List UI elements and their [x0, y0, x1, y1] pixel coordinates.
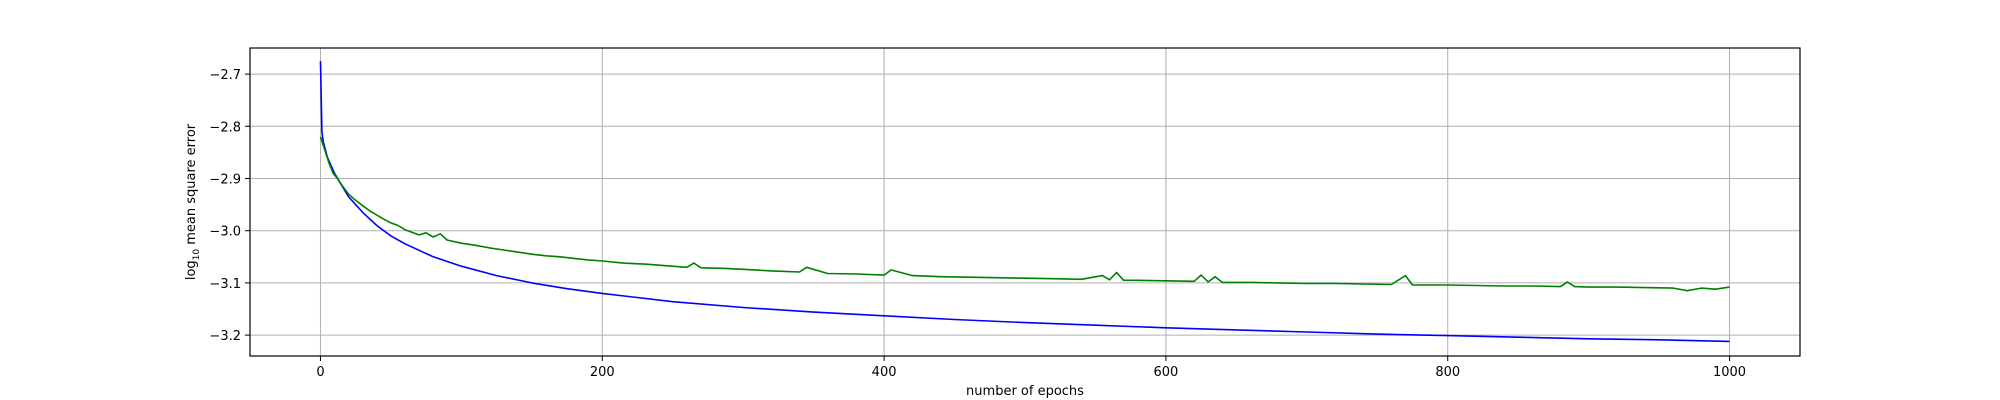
y-tick-label: −2.8 [209, 120, 241, 135]
x-tick-label: 0 [316, 365, 324, 380]
x-tick-label: 600 [1153, 365, 1178, 380]
y-axis-label: log10 mean square error [184, 123, 202, 280]
x-tick-label: 200 [590, 365, 615, 380]
plot-frame [249, 47, 1801, 357]
series-line-1 [319, 136, 1730, 292]
x-tick-label: 400 [872, 365, 897, 380]
axis-ticks: 0 200 400 600 800 1000 −2.7 −2.8 −2.9 −3.0 −3.1 −3.… [209, 68, 1746, 380]
y-axis-label-prefix: log [184, 260, 199, 280]
series-line-0 [319, 61, 1730, 343]
grid-lines [250, 48, 1800, 356]
y-tick-label: −3.0 [209, 225, 241, 240]
y-tick-label: −2.9 [209, 173, 241, 188]
x-axis-label: number of epochs [966, 384, 1084, 399]
y-axis-label-suffix: mean square error [184, 123, 199, 249]
y-tick-label: −3.1 [209, 277, 241, 292]
series-layer [319, 61, 1730, 343]
x-tick-label: 1000 [1713, 365, 1746, 380]
x-tick-label: 800 [1435, 365, 1460, 380]
y-axis-label-subscript: 10 [192, 249, 202, 261]
y-tick-label: −2.7 [209, 68, 241, 83]
y-tick-label: −3.2 [209, 329, 241, 344]
